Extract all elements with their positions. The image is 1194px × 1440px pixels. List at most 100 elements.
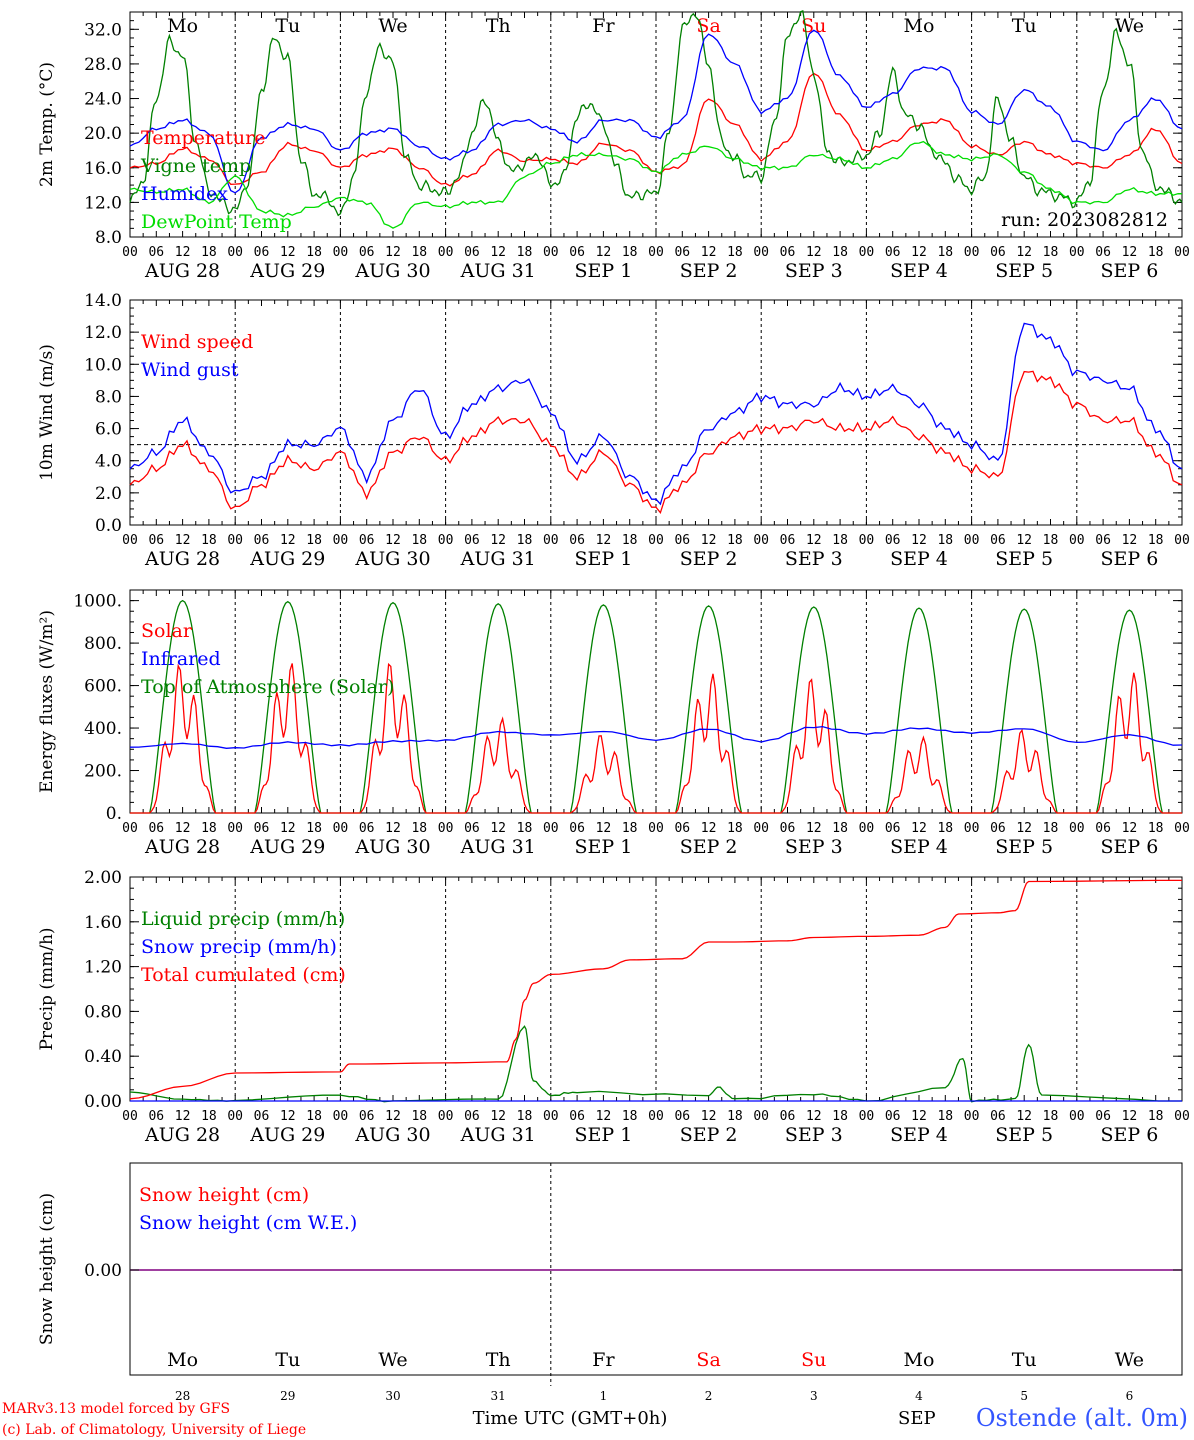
hour-tick-label: 12 — [806, 533, 822, 548]
hour-tick-label: 18 — [411, 245, 427, 260]
legend-entry: Infrared — [141, 648, 221, 670]
hour-tick-label: 18 — [517, 533, 533, 548]
hour-tick-label: 00 — [753, 245, 769, 260]
day-name-label: Fr — [592, 15, 615, 37]
run-label: run: 2023082812 — [1001, 209, 1168, 231]
hour-tick-label: 18 — [306, 821, 322, 836]
hour-tick-label: 12 — [1122, 533, 1138, 548]
hour-tick-label: 06 — [148, 245, 164, 260]
y-tick-label: 16.0 — [84, 159, 122, 179]
hour-tick-label: 12 — [1122, 245, 1138, 260]
hour-tick-label: 06 — [885, 245, 901, 260]
hour-tick-label: 00 — [1174, 1109, 1190, 1124]
station-label: Ostende (alt. 0m) — [976, 1404, 1188, 1432]
day-number-label: 2 — [705, 1389, 713, 1403]
hour-tick-label: 06 — [359, 533, 375, 548]
day-number-label: 3 — [810, 1389, 818, 1403]
date-label: SEP 3 — [785, 1124, 843, 1146]
legend-entry: Solar — [141, 620, 193, 642]
day-name-label: Su — [801, 1349, 826, 1371]
hour-tick-label: 18 — [517, 245, 533, 260]
legend-entry: Liquid precip (mm/h) — [141, 908, 345, 930]
hour-tick-label: 12 — [1122, 1109, 1138, 1124]
hour-tick-label: 18 — [1148, 245, 1164, 260]
hour-tick-label: 18 — [937, 1109, 953, 1124]
series-line-liquid-precip — [129, 1025, 1182, 1103]
hour-tick-label: 06 — [464, 533, 480, 548]
legend-entry: Wind gust — [141, 359, 239, 381]
hour-tick-label: 06 — [569, 1109, 585, 1124]
date-label: SEP 6 — [1100, 548, 1158, 570]
hour-tick-label: 18 — [937, 821, 953, 836]
hour-tick-label: 00 — [227, 533, 243, 548]
series-line-wind-gust — [129, 322, 1183, 506]
hour-tick-label: 00 — [227, 245, 243, 260]
date-label: AUG 28 — [144, 548, 220, 570]
y-tick-label: 200. — [84, 762, 122, 782]
hour-tick-label: 00 — [1069, 533, 1085, 548]
legend-entry: Wind speed — [141, 331, 253, 353]
hour-tick-label: 18 — [832, 821, 848, 836]
y-axis-label: Energy fluxes (W/m²) — [37, 610, 57, 793]
legend-entry: Total cumulated (cm) — [141, 964, 346, 986]
hour-tick-label: 06 — [148, 533, 164, 548]
hour-tick-label: 00 — [543, 821, 559, 836]
date-label: SEP 1 — [574, 836, 632, 858]
date-label: SEP 1 — [574, 1124, 632, 1146]
hour-tick-label: 12 — [175, 821, 191, 836]
hour-tick-label: 06 — [359, 821, 375, 836]
hour-tick-label: 12 — [911, 1109, 927, 1124]
hour-tick-label: 00 — [859, 245, 875, 260]
hour-tick-label: 06 — [1095, 533, 1111, 548]
date-label: SEP 3 — [785, 836, 843, 858]
y-tick-label: 10.0 — [84, 355, 122, 375]
hour-tick-label: 18 — [727, 533, 743, 548]
legend-entry: Top of Atmosphere (Solar) — [141, 676, 394, 698]
series-line-total-cumulated — [129, 879, 1182, 1100]
y-tick-label: 0.80 — [84, 1002, 122, 1022]
date-label: AUG 29 — [249, 548, 325, 570]
legend-entry: Snow height (cm) — [139, 1184, 309, 1206]
hour-tick-label: 00 — [122, 533, 138, 548]
y-tick-label: 0.00 — [84, 1092, 122, 1112]
hour-tick-label: 18 — [1043, 1109, 1059, 1124]
hour-tick-label: 06 — [359, 1109, 375, 1124]
hour-tick-label: 18 — [937, 533, 953, 548]
hour-tick-label: 00 — [859, 1109, 875, 1124]
hour-tick-label: 18 — [622, 1109, 638, 1124]
y-tick-label: 0.0 — [95, 516, 122, 536]
date-label: AUG 28 — [144, 1124, 220, 1146]
credit-line-1: MARv3.13 model forced by GFS — [2, 1401, 230, 1417]
hour-tick-label: 18 — [622, 821, 638, 836]
date-label: AUG 29 — [249, 1124, 325, 1146]
date-label: AUG 29 — [249, 836, 325, 858]
date-label: SEP 2 — [680, 836, 738, 858]
panel-frame — [129, 299, 1183, 526]
date-label: SEP 5 — [995, 548, 1053, 570]
y-tick-label: 1.20 — [84, 958, 122, 978]
date-label: AUG 30 — [354, 1124, 430, 1146]
hour-tick-label: 06 — [990, 1109, 1006, 1124]
hour-tick-label: 00 — [227, 821, 243, 836]
hour-tick-label: 00 — [438, 245, 454, 260]
hour-tick-label: 00 — [648, 1109, 664, 1124]
hour-tick-label: 06 — [254, 533, 270, 548]
hour-tick-label: 00 — [753, 533, 769, 548]
hour-tick-label: 12 — [806, 1109, 822, 1124]
hour-tick-label: 00 — [964, 533, 980, 548]
date-label: SEP 5 — [995, 260, 1053, 282]
date-label: SEP 3 — [785, 260, 843, 282]
day-number-label: 31 — [491, 1389, 506, 1403]
y-tick-label: 12.0 — [84, 323, 122, 343]
hour-tick-label: 12 — [385, 821, 401, 836]
hour-tick-label: 12 — [1122, 821, 1138, 836]
meteogram-panels: 8.012.016.020.024.028.032.02m Temp. (°C)… — [37, 10, 1190, 1403]
y-tick-label: 0.00 — [84, 1261, 122, 1281]
hour-tick-label: 00 — [964, 1109, 980, 1124]
date-label: AUG 30 — [354, 836, 430, 858]
hour-tick-label: 06 — [569, 821, 585, 836]
hour-tick-label: 06 — [674, 533, 690, 548]
hour-tick-label: 12 — [280, 1109, 296, 1124]
y-axis-label: Snow height (cm) — [37, 1193, 57, 1345]
day-name-label: Mo — [904, 1349, 935, 1371]
